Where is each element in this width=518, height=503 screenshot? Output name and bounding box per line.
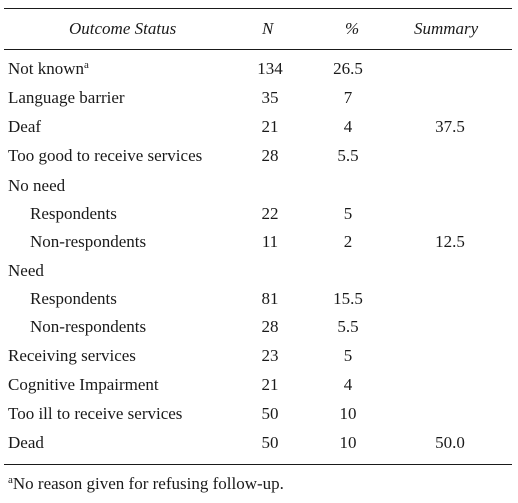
row-n: 50 [261, 433, 279, 452]
row-percent: 10 [339, 433, 357, 452]
row-n: 28 [261, 317, 279, 336]
row-percent: 5 [343, 204, 353, 223]
table-footnote: aNo reason given for refusing follow-up. [8, 474, 284, 494]
row-label: Receiving services [8, 346, 136, 365]
footnote-marker: a [84, 59, 89, 72]
table-top-rule [4, 8, 512, 9]
header-summary: Summary [414, 19, 479, 38]
row-percent: 15.5 [333, 289, 363, 308]
header-percent: % [345, 19, 360, 38]
row-summary: 12.5 [435, 232, 465, 251]
row-label: Too good to receive services [8, 146, 203, 165]
row-percent: 2 [343, 232, 353, 251]
row-label: Non-respondents [30, 317, 147, 336]
table-bottom-rule [4, 464, 512, 465]
row-n: 28 [261, 146, 279, 165]
row-label: Dead [8, 433, 44, 452]
row-summary: 50.0 [435, 433, 465, 452]
row-percent: 5.5 [337, 317, 359, 336]
row-percent: 4 [343, 375, 353, 394]
row-percent: 5.5 [337, 146, 359, 165]
row-n: 22 [261, 204, 279, 223]
row-n: 23 [261, 346, 279, 365]
row-label: Respondents [30, 204, 117, 223]
group-label-need: Need [8, 261, 44, 280]
row-percent: 26.5 [333, 59, 363, 78]
row-label: Respondents [30, 289, 117, 308]
row-label: Cognitive Impairment [8, 375, 159, 394]
row-label: Non-respondents [30, 232, 147, 251]
row-percent: 10 [339, 404, 357, 423]
header-outcome-status: Outcome Status [69, 19, 177, 38]
row-label: Too ill to receive services [8, 404, 183, 423]
row-n: 35 [261, 88, 279, 107]
row-n: 81 [261, 289, 279, 308]
group-label-no-need: No need [8, 176, 66, 195]
footnote-text: No reason given for refusing follow-up. [12, 474, 284, 493]
row-n: 11 [261, 232, 279, 251]
row-summary: 37.5 [435, 117, 465, 136]
row-label: Deaf [8, 117, 42, 136]
header-n: N [262, 19, 274, 38]
row-percent: 5 [343, 346, 353, 365]
row-label: Not knowna [8, 59, 89, 78]
header-rule [4, 49, 512, 50]
row-percent: 7 [343, 88, 353, 107]
row-n: 21 [261, 117, 279, 136]
row-n: 21 [261, 375, 279, 394]
row-n: 134 [257, 59, 283, 78]
row-n: 50 [261, 404, 279, 423]
row-percent: 4 [343, 117, 353, 136]
row-label: Language barrier [8, 88, 125, 107]
footnote-marker: a [8, 474, 13, 487]
